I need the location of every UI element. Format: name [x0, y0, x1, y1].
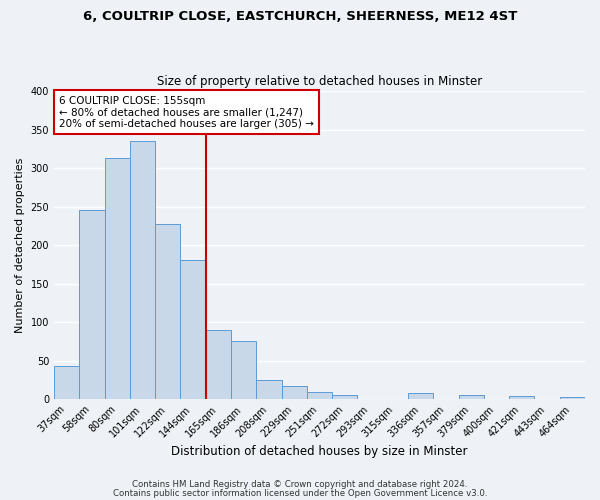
Bar — [281, 386, 307, 399]
Text: 6 COULTRIP CLOSE: 155sqm
← 80% of detached houses are smaller (1,247)
20% of sem: 6 COULTRIP CLOSE: 155sqm ← 80% of detach… — [59, 96, 314, 129]
Bar — [104, 158, 130, 399]
Bar — [307, 392, 332, 399]
Bar — [509, 396, 535, 399]
Bar — [256, 380, 281, 399]
X-axis label: Distribution of detached houses by size in Minster: Distribution of detached houses by size … — [171, 444, 468, 458]
Text: Contains public sector information licensed under the Open Government Licence v3: Contains public sector information licen… — [113, 488, 487, 498]
Bar — [560, 397, 585, 399]
Bar — [130, 141, 155, 399]
Bar — [458, 395, 484, 399]
Bar — [332, 395, 358, 399]
Bar — [54, 366, 79, 399]
Text: Contains HM Land Registry data © Crown copyright and database right 2024.: Contains HM Land Registry data © Crown c… — [132, 480, 468, 489]
Bar — [408, 393, 433, 399]
Y-axis label: Number of detached properties: Number of detached properties — [15, 158, 25, 333]
Bar — [231, 340, 256, 399]
Text: 6, COULTRIP CLOSE, EASTCHURCH, SHEERNESS, ME12 4ST: 6, COULTRIP CLOSE, EASTCHURCH, SHEERNESS… — [83, 10, 517, 23]
Title: Size of property relative to detached houses in Minster: Size of property relative to detached ho… — [157, 76, 482, 88]
Bar — [206, 330, 231, 399]
Bar — [181, 260, 206, 399]
Bar — [79, 210, 104, 399]
Bar — [155, 224, 181, 399]
